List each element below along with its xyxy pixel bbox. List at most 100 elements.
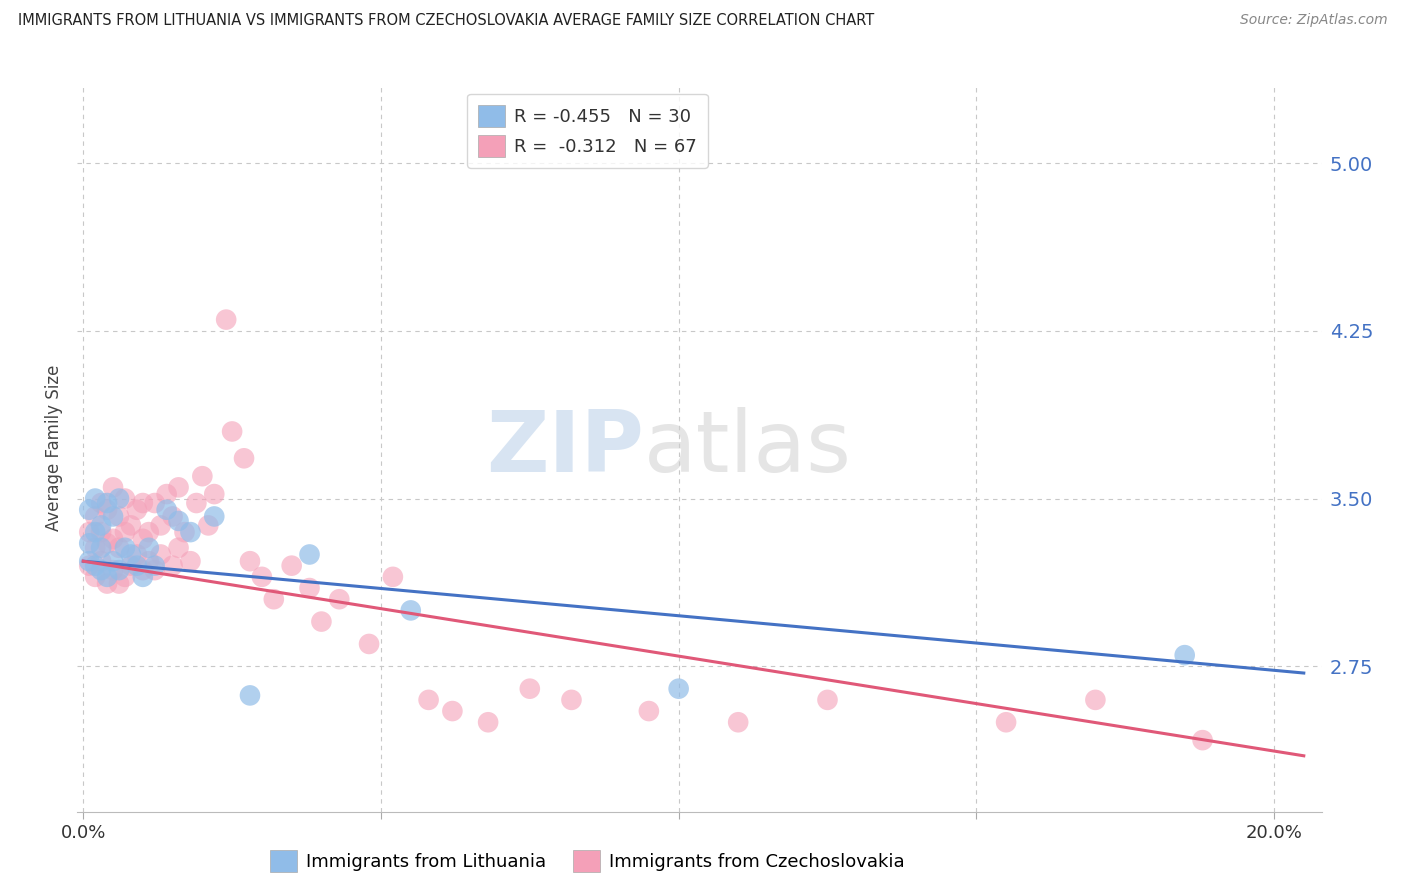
Point (108, 491, 131, 506)
Point (191, 469, 214, 483)
Point (96, 502, 118, 516)
Point (233, 451, 256, 466)
Point (120, 548, 142, 562)
Text: atlas: atlas (644, 407, 852, 490)
Point (1191, 733, 1213, 747)
Point (90, 518, 112, 533)
Legend: Immigrants from Lithuania, Immigrants from Czechoslovakia: Immigrants from Lithuania, Immigrants fr… (263, 843, 912, 879)
Point (132, 570, 155, 584)
Point (167, 541, 190, 555)
Point (727, 715, 749, 730)
Point (399, 603, 422, 617)
Point (114, 570, 136, 584)
Point (138, 541, 160, 555)
Point (298, 581, 321, 595)
Text: IMMIGRANTS FROM LITHUANIA VS IMMIGRANTS FROM CZECHOSLOVAKIA AVERAGE FAMILY SIZE : IMMIGRANTS FROM LITHUANIA VS IMMIGRANTS … (18, 13, 875, 29)
Point (101, 554, 124, 568)
Point (132, 563, 155, 577)
Point (156, 487, 179, 501)
Point (84, 491, 107, 506)
Point (328, 592, 350, 607)
Point (143, 563, 166, 577)
Point (101, 509, 124, 524)
Point (114, 541, 136, 555)
Point (162, 509, 184, 524)
Point (202, 509, 225, 524)
Text: ZIP: ZIP (485, 407, 644, 490)
Point (108, 576, 131, 591)
Point (357, 637, 380, 651)
Point (215, 312, 238, 326)
Point (143, 558, 166, 573)
Point (132, 496, 155, 510)
Point (668, 681, 690, 696)
Point (519, 681, 541, 696)
Point (1174, 648, 1197, 662)
Point (280, 558, 302, 573)
Point (197, 518, 219, 533)
Point (108, 563, 131, 577)
Point (179, 554, 201, 568)
Point (125, 558, 148, 573)
Point (84, 558, 107, 573)
Point (90, 525, 112, 540)
Point (173, 525, 195, 540)
Y-axis label: Average Family Size: Average Family Size (45, 365, 63, 532)
Point (817, 693, 839, 707)
Point (108, 541, 131, 555)
Point (96, 576, 118, 591)
Point (638, 704, 661, 718)
Point (90, 541, 112, 555)
Point (114, 525, 136, 540)
Point (263, 592, 285, 607)
Point (77, 525, 100, 540)
Point (101, 563, 124, 577)
Point (120, 518, 142, 533)
Point (77, 558, 100, 573)
Point (96, 570, 118, 584)
Point (101, 480, 124, 494)
Point (179, 525, 201, 540)
Point (132, 532, 155, 546)
Point (418, 693, 440, 707)
Point (90, 496, 112, 510)
Point (149, 518, 172, 533)
Point (995, 715, 1018, 730)
Point (84, 509, 107, 524)
Point (77, 554, 100, 568)
Point (90, 554, 112, 568)
Point (84, 525, 107, 540)
Point (221, 425, 243, 439)
Point (298, 548, 321, 562)
Point (108, 509, 131, 524)
Point (250, 570, 273, 584)
Point (162, 558, 184, 573)
Point (77, 502, 100, 516)
Point (186, 496, 208, 510)
Point (96, 536, 118, 550)
Point (90, 563, 112, 577)
Text: Source: ZipAtlas.com: Source: ZipAtlas.com (1240, 13, 1388, 28)
Point (138, 554, 160, 568)
Point (239, 554, 262, 568)
Point (125, 548, 148, 562)
Point (96, 496, 118, 510)
Point (149, 548, 172, 562)
Point (202, 487, 225, 501)
Point (114, 491, 136, 506)
Point (143, 496, 166, 510)
Point (477, 715, 499, 730)
Point (311, 615, 333, 629)
Point (441, 704, 464, 718)
Point (1084, 693, 1107, 707)
Point (77, 536, 100, 550)
Point (167, 480, 190, 494)
Point (120, 558, 142, 573)
Point (381, 570, 404, 584)
Point (156, 502, 179, 516)
Point (101, 532, 124, 546)
Point (167, 514, 190, 528)
Point (560, 693, 582, 707)
Point (84, 541, 107, 555)
Point (138, 525, 160, 540)
